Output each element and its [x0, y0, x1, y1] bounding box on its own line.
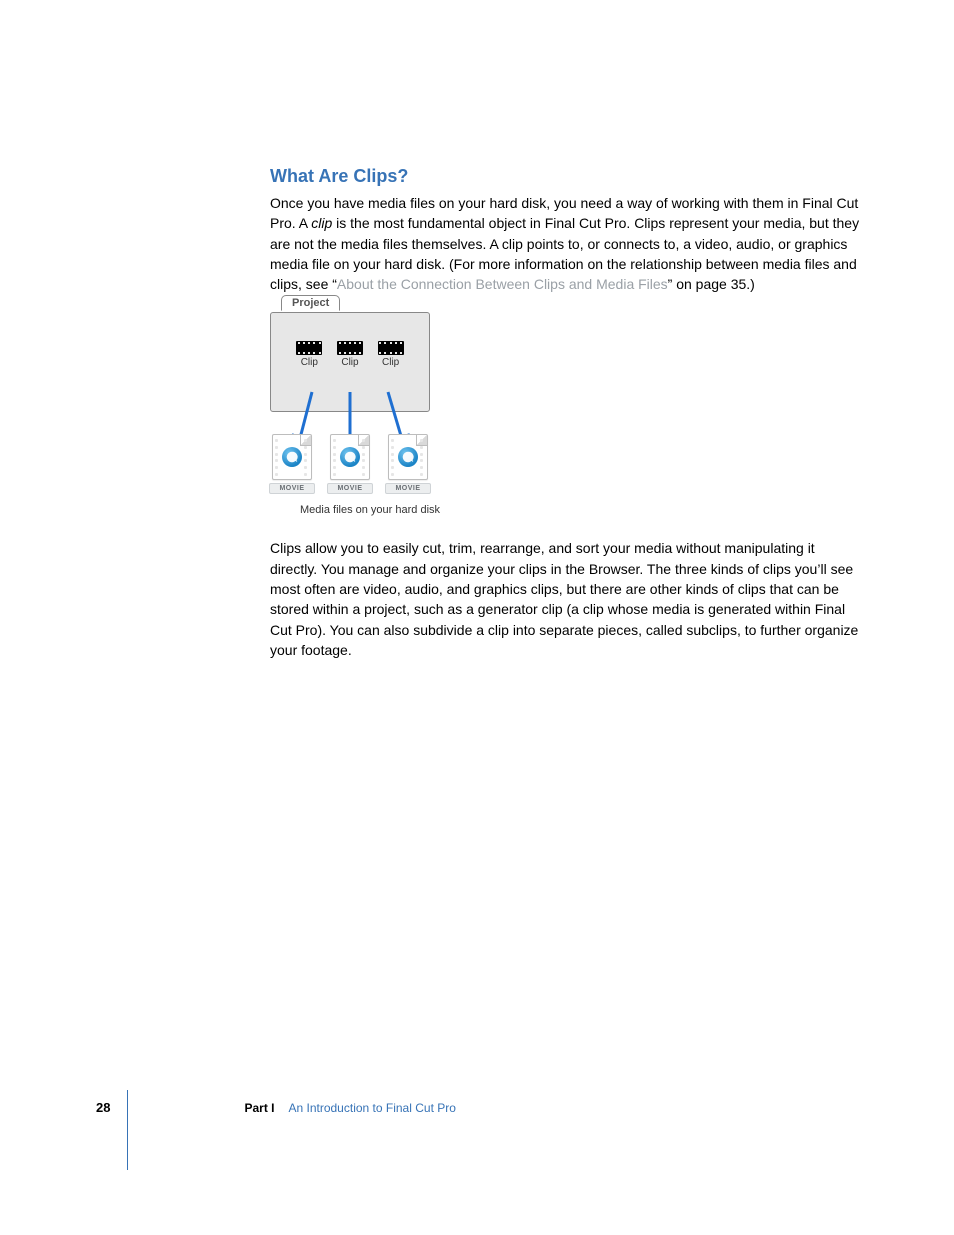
para1-italic: clip — [311, 215, 332, 231]
filmstrip-icon — [378, 341, 404, 355]
movie-label: MOVIE — [385, 483, 431, 494]
para1-after-link: ” on page 35.) — [668, 276, 755, 292]
clip-item: Clip — [337, 341, 363, 368]
project-tab: Project — [281, 295, 340, 311]
paragraph-1: Once you have media files on your hard d… — [270, 193, 860, 294]
quicktime-icon — [282, 447, 302, 467]
quicktime-icon — [340, 447, 360, 467]
footer-part-title: An Introduction to Final Cut Pro — [288, 1101, 455, 1115]
movie-file-icon — [272, 434, 312, 480]
clip-item: Clip — [378, 341, 404, 368]
filmstrip-icon — [296, 341, 322, 355]
cross-reference-link[interactable]: About the Connection Between Clips and M… — [337, 276, 668, 292]
page-number: 28 — [96, 1100, 110, 1115]
section-heading: What Are Clips? — [270, 166, 860, 187]
clips-diagram: Project Clip Clip — [270, 312, 450, 516]
movie-file-icon — [330, 434, 370, 480]
project-window-box: Project Clip Clip — [270, 312, 430, 412]
clip-label: Clip — [382, 357, 399, 368]
paragraph-2: Clips allow you to easily cut, trim, rea… — [270, 538, 860, 660]
movie-label: MOVIE — [327, 483, 373, 494]
clip-item: Clip — [296, 341, 322, 368]
footer-text: Part I An Introduction to Final Cut Pro — [244, 1101, 455, 1115]
filmstrip-icon — [337, 341, 363, 355]
clip-label: Clip — [341, 357, 358, 368]
clip-row: Clip Clip Clip — [271, 341, 429, 368]
movie-label: MOVIE — [269, 483, 315, 494]
media-files-row: MOVIE MOVIE — [268, 434, 450, 494]
clip-label: Clip — [301, 357, 318, 368]
quicktime-icon — [398, 447, 418, 467]
footer-part-label: Part I — [244, 1101, 274, 1115]
diagram-caption: Media files on your hard disk — [300, 504, 450, 516]
movie-file-icon — [388, 434, 428, 480]
media-file: MOVIE — [326, 434, 374, 494]
media-file: MOVIE — [384, 434, 432, 494]
media-file: MOVIE — [268, 434, 316, 494]
page-footer: 28 Part I An Introduction to Final Cut Pr… — [96, 1100, 456, 1115]
